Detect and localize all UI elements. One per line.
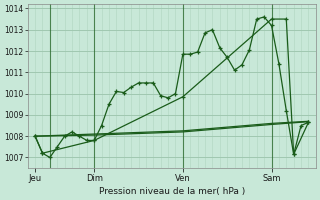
X-axis label: Pression niveau de la mer( hPa ): Pression niveau de la mer( hPa ) <box>99 187 245 196</box>
